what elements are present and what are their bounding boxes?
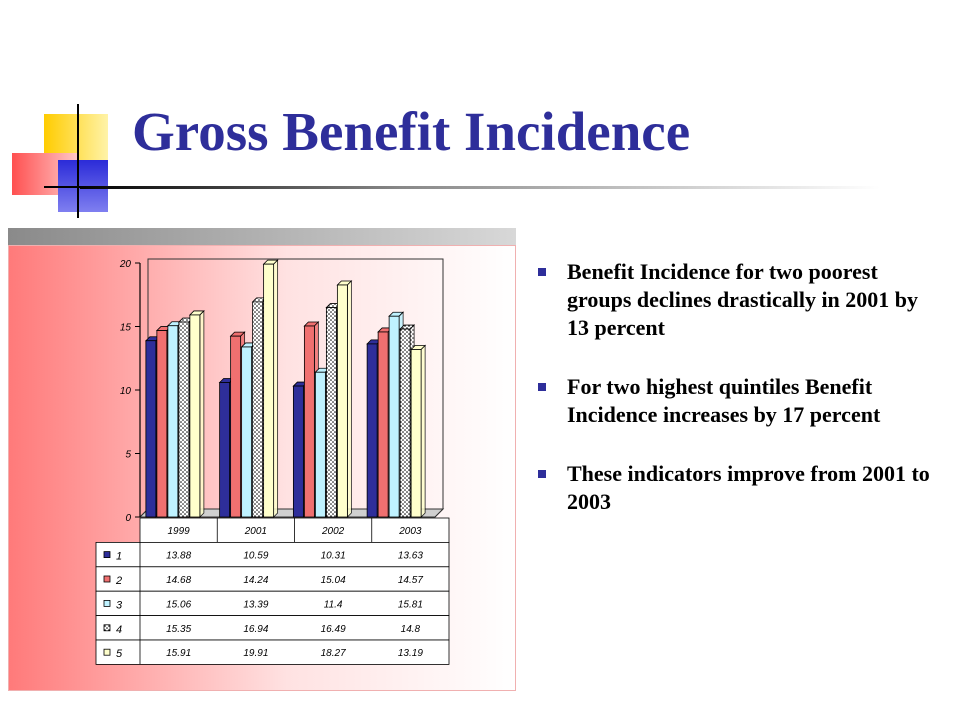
bar [167,325,179,518]
bullet-item: These indicators improve from 2001 to 20… [538,460,938,516]
bar [303,325,315,518]
x-tick-label: 2003 [398,526,422,537]
bar-chart: 0 5 10 15 20 1999 2001 2002 2003 1 13.88 10.59 10.31… [95,258,450,665]
table-row [95,541,450,568]
bullet-text: These indicators improve from 2001 to 20… [567,460,930,514]
bar [230,335,242,518]
table-cell-value: 16.94 [243,624,268,635]
table-cell-value: 15.35 [166,624,191,635]
table-row [95,639,450,665]
slide-title: Gross Benefit Incidence [132,101,691,162]
legend-label: 1 [116,551,122,563]
bullet-list: Benefit Incidence for two poorest groups… [538,258,938,547]
bar [399,328,411,518]
bar-side [346,280,352,518]
bar [377,331,389,518]
bar-side [420,344,426,518]
table-cell-value: 18.27 [321,648,346,659]
bullet-square-icon [538,382,546,391]
bullet-text: Benefit Incidence for two poorest groups… [567,259,919,340]
legend-label: 2 [115,575,122,587]
table-cell-value: 14.68 [166,575,191,586]
legend-swatch [103,575,111,583]
table-cell-value: 14.57 [398,575,423,586]
bullet-item: Benefit Incidence for two poorest groups… [538,258,938,342]
bar [263,263,275,518]
bar-side [199,309,205,518]
table-cell-value: 15.04 [321,575,346,586]
bar [292,385,304,518]
table-cell-value: 14.8 [401,624,421,635]
table-cell-value: 15.91 [166,648,191,659]
bar [410,349,422,518]
table-cell-value: 13.19 [398,648,423,659]
bar [336,284,348,518]
legend-label: 5 [116,648,123,660]
table-row [95,590,450,617]
bullet-text: For two highest quintiles Benefit Incide… [567,373,881,427]
bar [156,330,168,518]
table-cell-value: 15.81 [398,599,423,610]
legend-swatch [103,551,111,559]
table-row [95,566,450,592]
logo-horizontal-line [44,186,106,188]
table-cell-value: 13.88 [166,551,191,562]
x-tick-label: 2001 [244,526,267,537]
bullet-square-icon [538,268,546,276]
bar [325,307,337,518]
bar [388,315,400,518]
x-tick-label: 1999 [168,526,191,537]
legend-swatch [103,648,111,656]
table-cell-value: 14.24 [243,575,268,586]
table-cell-value: 15.06 [166,599,191,610]
y-tick-label: 10 [120,386,132,397]
bar [219,382,231,518]
bullet-square-icon [538,469,546,478]
y-tick-label: 15 [120,323,132,334]
table-cell-value: 10.31 [321,551,346,562]
bar-side [273,259,279,518]
table-cell-value: 13.39 [243,599,268,610]
legend-swatch [103,599,111,607]
bar [252,301,264,518]
table-cell-value: 19.91 [243,648,268,659]
y-tick-label: 0 [125,513,131,524]
legend-label: 3 [116,599,123,611]
legend-swatch [103,624,111,632]
table-cell-value: 13.63 [398,551,423,562]
chart-top-band [8,228,516,245]
table-cell-value: 11.4 [324,599,343,610]
legend-label: 4 [116,624,122,636]
table-row [95,615,450,641]
bullet-item: For two highest quintiles Benefit Incide… [538,373,938,429]
bar [241,346,253,518]
y-tick-label: 5 [125,450,131,461]
bar [178,321,190,518]
table-cell-value: 10.59 [243,551,268,562]
x-tick-label: 2002 [321,526,345,537]
logo-vertical-line [77,104,79,218]
bar [366,343,378,518]
table-cell-value: 16.49 [321,624,346,635]
y-tick-label: 20 [119,259,132,270]
title-underline [80,186,880,189]
bar [145,340,157,518]
bar [189,314,201,518]
bar [314,371,326,518]
